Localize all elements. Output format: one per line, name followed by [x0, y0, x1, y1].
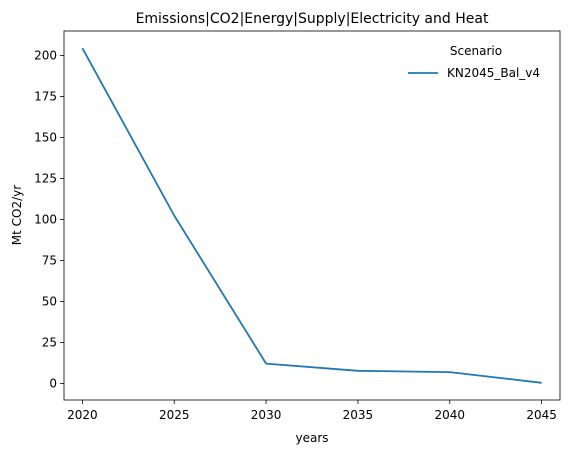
x-tick-label: 2030: [251, 408, 282, 422]
x-tick-label: 2025: [159, 408, 190, 422]
series-layer: [81, 47, 542, 384]
series-line: [81, 47, 542, 384]
x-tick-label: 2035: [343, 408, 374, 422]
y-tick-label: 100: [34, 213, 57, 227]
y-axis-label: Mt CO2/yr: [10, 185, 24, 245]
legend-label: KN2045_Bal_v4: [447, 66, 540, 80]
y-tick-label: 50: [42, 295, 57, 309]
plot-area: [63, 30, 561, 401]
x-tick-label: 2020: [67, 408, 98, 422]
legend: Scenario KN2045_Bal_v4: [408, 44, 540, 80]
chart-title: Emissions|CO2|Energy|Supply|Electricity …: [136, 11, 489, 27]
x-axis: 2020 2025 2030 2035 2040 2045: [67, 400, 557, 422]
y-tick-label: 75: [42, 254, 57, 268]
y-axis: 0 25 50 75 100 125 150 175 200: [34, 49, 64, 391]
y-tick-label: 0: [49, 377, 57, 391]
x-axis-label: years: [295, 431, 328, 445]
y-tick-label: 150: [34, 131, 57, 145]
y-tick-label: 125: [34, 172, 57, 186]
legend-title: Scenario: [450, 44, 502, 58]
y-tick-label: 175: [34, 90, 57, 104]
y-tick-label: 200: [34, 49, 57, 63]
y-tick-label: 25: [42, 336, 57, 350]
x-tick-label: 2045: [526, 408, 557, 422]
x-tick-label: 2040: [435, 408, 466, 422]
